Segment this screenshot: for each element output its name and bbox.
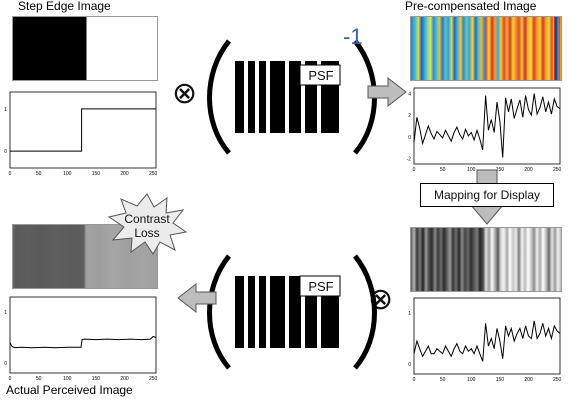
mapped-display-image [410,227,562,292]
x-tick-label: 0 [413,377,416,383]
x-tick-label: 50 [440,167,446,173]
contrast-loss-line-2: Loss [134,226,160,240]
mapping-for-display-label: Mapping for Display [433,188,541,202]
x-tick-label: 250 [553,167,562,173]
contrast-loss-starburst [107,193,188,255]
precompensated-image [410,16,562,81]
mapping-for-display-box [420,183,554,207]
x-tick-label: 100 [63,171,72,177]
x-tick-label: 200 [524,377,533,383]
plot-frame [413,87,561,165]
psf-block [207,254,377,370]
y-tick-label: 1 [4,310,7,316]
y-ticks: -2 0 2 4 [407,91,412,162]
x-tick-label: 100 [63,376,72,382]
left-paren [207,39,231,155]
y-tick-label: -2 [407,157,412,163]
x-tick-label: 150 [496,167,505,173]
precompensated-caption: Pre-compensated Image [405,0,537,13]
x-tick-label: 250 [149,171,158,177]
step-edge-caption: Step Edge Image [18,0,111,13]
psf-label-bottom: PSF [308,279,334,294]
x-ticks: 0 50 100 150 200 250 [413,167,562,173]
x-tick-label: 0 [413,167,416,173]
x-tick-label: 150 [92,171,101,177]
step-edge-image [12,16,158,81]
x-ticks: 0 50 100 150 200 250 [9,171,158,177]
y-tick-label: 0 [408,135,411,141]
precompensated-line [413,93,561,158]
x-tick-label: 0 [9,376,12,382]
y-tick-label: 0 [4,149,7,155]
x-tick-label: 200 [524,167,533,173]
y-tick-label: 2 [408,113,411,119]
y-tick-label: 4 [408,91,411,97]
psf-block-inverse [207,39,377,155]
x-tick-label: 250 [149,376,158,382]
x-tick-label: 150 [496,377,505,383]
x-tick-label: 0 [9,171,12,177]
left-paren [207,254,231,370]
perceived-line [9,335,157,349]
x-tick-label: 100 [467,167,476,173]
psf-label-top: PSF [308,68,334,83]
x-tick-label: 200 [120,376,129,382]
plot-frame [413,297,561,375]
x-tick-label: 150 [92,376,101,382]
x-ticks: 0 50 100 150 200 250 [9,376,158,382]
step-edge-plot: 0 50 100 150 200 250 01 [4,91,158,177]
x-tick-label: 200 [120,171,129,177]
inverse-exponent: -1 [343,24,363,49]
arrow-right-top [367,76,407,108]
psf-label-box [299,64,341,86]
y-tick-label: 1 [4,107,7,113]
y-ticks: 01 [4,107,7,155]
contrast-loss-line-1: Contrast [124,212,170,226]
plot-frame [9,296,157,374]
x-ticks: 0 50 100 150 200 250 [413,377,562,383]
y-tick-label: 0 [408,362,411,368]
mapped-display-plot: 0 50 100 150 200 250 01 [408,297,562,383]
x-tick-label: 100 [467,377,476,383]
step-edge-line [10,108,156,152]
y-tick-label: 1 [408,311,411,317]
perceived-plot: 0 50 100 150 200 250 01 [4,296,158,382]
y-ticks: 01 [408,311,411,368]
x-tick-label: 250 [553,377,562,383]
y-ticks: 01 [4,310,7,367]
arrow-left-bottom [177,282,217,314]
psf-label-box [299,275,341,297]
right-paren [353,254,377,370]
x-tick-label: 50 [36,376,42,382]
x-tick-label: 50 [440,377,446,383]
plot-frame [9,91,157,169]
mapped-display-line [413,320,561,362]
x-tick-label: 50 [36,171,42,177]
convolution-symbol-top: ⊗ [172,76,198,111]
y-tick-label: 0 [4,361,7,367]
perceived-caption: Actual Perceived Image [6,383,133,397]
